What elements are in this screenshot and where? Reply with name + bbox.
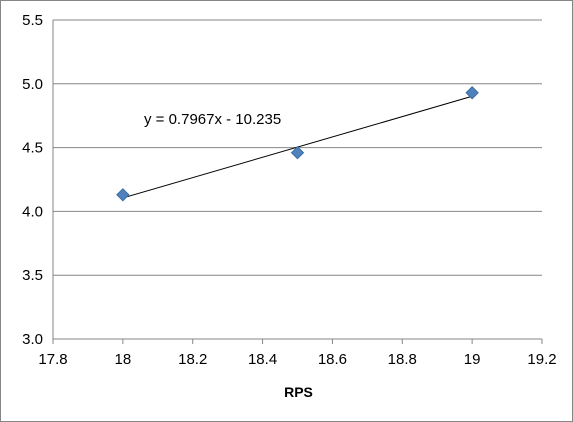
x-tick-label: 19 bbox=[464, 351, 481, 368]
y-tick-label: 3.0 bbox=[22, 331, 43, 348]
data-point bbox=[116, 188, 130, 202]
y-tick-label: 4.5 bbox=[22, 140, 43, 157]
y-tick-labels: 3.0 3.5 4.0 4.5 5.0 5.5 bbox=[22, 12, 43, 348]
x-tick-label: 18.4 bbox=[248, 351, 277, 368]
x-tick-label: 18.6 bbox=[318, 351, 347, 368]
trendline-equation: y = 0.7967x - 10.235 bbox=[144, 111, 281, 128]
x-tick-label: 17.8 bbox=[38, 351, 67, 368]
y-tick-label: 5.0 bbox=[22, 76, 43, 93]
x-tick-label: 18.8 bbox=[388, 351, 417, 368]
x-tick-label: 18.2 bbox=[178, 351, 207, 368]
y-tick-label: 3.5 bbox=[22, 267, 43, 284]
x-axis-title: RPS bbox=[284, 384, 313, 400]
y-tick-label: 5.5 bbox=[22, 12, 43, 29]
x-tick-labels: 17.8 18 18.2 18.4 18.6 18.8 19 19.2 bbox=[38, 351, 556, 368]
axes bbox=[52, 20, 543, 344]
x-tick-label: 18 bbox=[115, 351, 132, 368]
data-point bbox=[465, 86, 479, 100]
data-points bbox=[116, 86, 479, 202]
y-tick-label: 4.0 bbox=[22, 203, 43, 220]
x-tick-label: 19.2 bbox=[527, 351, 556, 368]
data-point bbox=[290, 145, 305, 160]
